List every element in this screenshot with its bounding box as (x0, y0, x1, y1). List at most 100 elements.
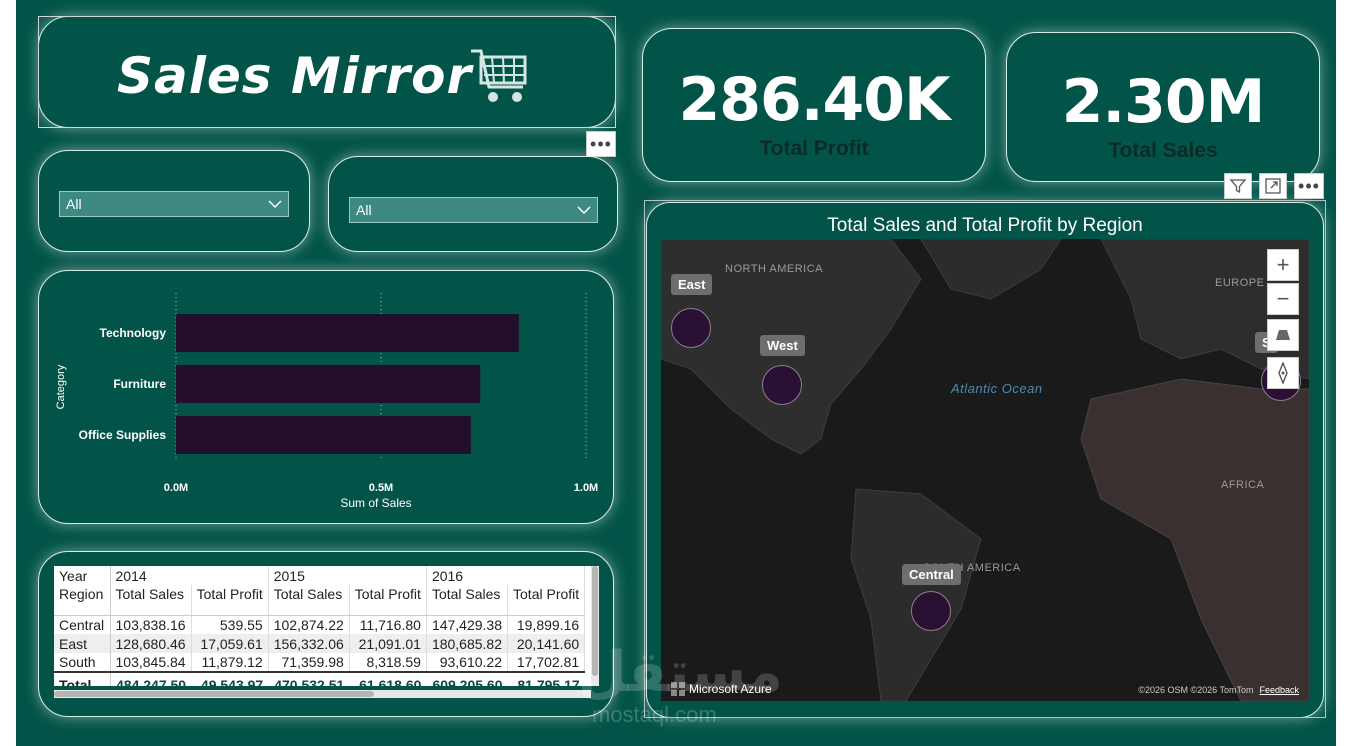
title-card: Sales Mirror (38, 16, 616, 128)
filter-button[interactable] (1224, 173, 1252, 199)
label-africa: AFRICA (1221, 479, 1265, 491)
table-cell: 11,716.80 (349, 615, 427, 634)
header-measure: Total Sales (110, 585, 192, 616)
total-cell: 484,247.50 (110, 671, 192, 686)
category-label: Furniture (113, 377, 166, 391)
bubble-east[interactable] (671, 308, 711, 348)
bar[interactable] (176, 314, 519, 352)
table-cell: 17,059.61 (191, 634, 269, 653)
row-region: East (54, 634, 111, 653)
microsoft-logo-icon (671, 682, 685, 696)
kpi-sales-label: Total Sales (1108, 139, 1218, 162)
map-brand-text: Microsoft Azure (689, 682, 772, 696)
row-region: Central (54, 615, 111, 634)
chevron-down-icon (268, 200, 282, 209)
table-row: East 128,680.46 17,059.61 156,332.06 21,091.… (54, 634, 586, 653)
watermark-arabic: مستقل (578, 640, 783, 705)
bubble-west[interactable] (762, 365, 802, 405)
map-visual[interactable]: NORTH AMERICA EUROPE AFRICA SOUTH AMERIC… (661, 239, 1309, 701)
map-title: Total Sales and Total Profit by Region (827, 215, 1143, 236)
expand-icon (1265, 178, 1281, 194)
matrix-card: Year 2014 2015 2016 Region Total Sales Total P… (38, 551, 614, 717)
slicer-2-value: All (356, 202, 372, 218)
table-cell: 19,899.16 (507, 615, 586, 634)
region-label-central: Central (902, 564, 961, 585)
map-more-options-button[interactable]: ••• (1294, 173, 1324, 199)
total-cell: 81,795.17 (507, 671, 585, 686)
table-cell: 11,879.12 (191, 653, 269, 672)
bar-chart-card: 0.0M 0.5M 1.0M Technology Furniture Office Su… (38, 270, 614, 524)
header-measure: Total Sales (426, 585, 509, 616)
feedback-link[interactable]: Feedback (1259, 685, 1299, 695)
filter-icon (1229, 179, 1247, 194)
slicer-card-1: All (38, 150, 310, 252)
table-cell: 21,091.01 (349, 634, 427, 653)
bar[interactable] (176, 416, 471, 454)
map-card: Total Sales and Total Profit by Region N… (646, 202, 1324, 718)
table-cell: 103,838.16 (110, 615, 192, 634)
header-region-label: Region (54, 585, 111, 616)
category-label: Technology (100, 326, 167, 340)
slicer-dropdown-2[interactable]: All (349, 197, 598, 223)
x-tick-label: 0.5M (369, 482, 393, 494)
header-year-2016: 2016 (426, 566, 586, 585)
region-label-east: East (671, 274, 713, 295)
header-year-label: Year (54, 566, 111, 585)
header-year-2014: 2014 (110, 566, 269, 585)
slicer-dropdown-1[interactable]: All (59, 191, 289, 217)
table-cell: 128,680.46 (110, 634, 192, 653)
slicer-card-2: All (328, 156, 618, 252)
tilt-icon (1276, 330, 1290, 340)
bar[interactable] (176, 365, 481, 403)
table-cell: 8,318.59 (349, 653, 427, 672)
shopping-cart-icon (471, 49, 527, 102)
compass-icon (1278, 362, 1288, 384)
total-cell: 609,205.60 (426, 671, 508, 686)
header-measure: Total Profit (191, 585, 269, 616)
table-cell: 539.55 (191, 615, 269, 634)
total-label: Total (54, 671, 111, 686)
table-cell: 103,845.84 (110, 653, 192, 672)
map-attribution: ©2026 OSM ©2026 TomTom Feedback (1138, 685, 1299, 695)
report-canvas: Sales Mirror ••• 286.40K Total Profit 2.… (16, 0, 1336, 746)
table-row: South 103,845.84 11,879.12 71,359.98 8,318.5… (54, 653, 586, 672)
kpi-profit-value: 286.40K (678, 65, 950, 135)
more-options-button[interactable]: ••• (586, 131, 616, 157)
watermark-latin: mostaql.com (592, 702, 717, 727)
table-cell: 71,359.98 (268, 653, 350, 672)
table-cell: 102,874.22 (268, 615, 350, 634)
label-europe: EUROPE (1215, 277, 1265, 289)
table-cell: 17,702.81 (507, 653, 586, 672)
x-axis-title: Sum of Sales (340, 496, 411, 510)
matrix-table: Year 2014 2015 2016 Region Total Sales Total P… (54, 566, 586, 686)
header-year-2015: 2015 (268, 566, 427, 585)
table-cell: 156,332.06 (268, 634, 350, 653)
x-tick-label: 0.0M (164, 482, 188, 494)
bubble-central[interactable] (911, 591, 951, 631)
zoom-out-button[interactable]: − (1267, 283, 1299, 315)
total-cell: 61,618.60 (349, 671, 427, 686)
compass-button[interactable] (1267, 357, 1299, 389)
kpi-card-profit: 286.40K Total Profit (642, 28, 986, 182)
matrix-scrollbar-vertical[interactable] (591, 566, 599, 686)
bar-chart: 0.0M 0.5M 1.0M Technology Furniture Office Su… (55, 293, 598, 510)
matrix-scrollbar-horizontal[interactable] (54, 690, 591, 698)
focus-mode-button[interactable] (1259, 173, 1287, 199)
table-cell: 147,429.38 (426, 615, 509, 634)
region-label-west: West (760, 335, 805, 356)
table-row: Central 103,838.16 539.55 102,874.22 11,716.… (54, 615, 586, 634)
table-total-row: Total 484,247.50 49,543.97 470,532.51 61,618… (54, 671, 585, 686)
report-title: Sales Mirror (117, 47, 473, 105)
chevron-down-icon (577, 206, 591, 215)
zoom-in-button[interactable]: + (1267, 249, 1299, 281)
y-axis-title: Category (55, 364, 67, 409)
header-measure: Total Profit (507, 585, 586, 616)
label-ocean: Atlantic Ocean (951, 381, 1043, 396)
total-cell: 49,543.97 (191, 671, 269, 686)
header-measure: Total Sales (268, 585, 350, 616)
matrix-visual: Year 2014 2015 2016 Region Total Sales Total P… (54, 566, 591, 686)
table-cell: 93,610.22 (426, 653, 509, 672)
tilt-button[interactable] (1267, 319, 1299, 351)
total-cell: 470,532.51 (268, 671, 350, 686)
kpi-profit-label: Total Profit (759, 137, 869, 160)
